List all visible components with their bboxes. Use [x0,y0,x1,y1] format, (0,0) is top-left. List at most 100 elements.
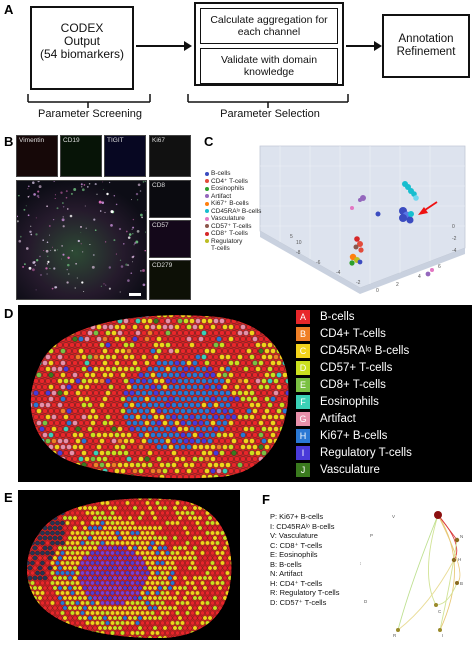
d-legend-label: Ki67+ B-cells [320,430,388,442]
panel-d-image: A B-cells B CD4+ T-cells C CD45RAˡᵒ B-cells… [18,305,472,482]
node-label-i: I [442,633,443,638]
svg-text:0: 0 [376,288,379,294]
umap-3d-plot: -8 -6 -4 -2 0 2 4 6 -4 -2 0 510 [259,145,466,294]
node-label-c: C [438,609,442,614]
d-legend-badge: D [296,361,310,375]
c-legend-label: CD45RAˡᵒ B-cells [211,207,262,215]
c-legend-label: CD8⁺ T-cells [211,230,248,237]
f-legend-item: H: CD4⁺ T-cells [270,578,323,588]
d-legend-item: G Artifact [296,410,356,428]
c-legend-label: Artifact [211,192,232,200]
d-legend-label: Vasculature [320,464,380,476]
svg-text:-8: -8 [296,250,301,256]
panel-a-label: A [4,2,14,17]
c-legend-label: B-cells [211,170,231,177]
c-legend-label: Eosinophils [211,185,245,192]
cd57-thumb: CD57 [149,220,191,258]
f-legend-item: I: CD45RAˡᵒ B-cells [270,521,335,531]
ki67-label: Ki67 [152,137,166,144]
legend-dot-icon [205,171,209,176]
c-legend-label: T-cells [211,245,230,252]
panel-c-label: C [204,134,214,149]
c-legend-label: Regulatory [211,237,243,245]
f-legend-item: N: Artifact [270,569,303,578]
node-label-h: H [458,557,461,562]
calculate-aggregation-box: Calculate aggregation for each channel [200,8,338,44]
tigit-thumb: TIGIT [104,135,146,177]
f-legend-item: C: CD8⁺ T-cells [270,540,323,550]
caption-parameter-selection: Parameter Selection [220,108,320,120]
multiplex-overlay-image [16,180,147,300]
node-v [434,511,442,519]
vimentin-label: Vimentin [19,137,45,144]
c-legend-item: Vasculature [205,215,261,223]
legend-dot-icon [205,209,209,214]
d-legend-item: C CD45RAˡᵒ B-cells [296,342,409,360]
panel-c-legend: B-cells CD4⁺ T-cells Eosinophils Artifac… [205,170,261,253]
cd57-label: CD57 [152,222,169,229]
d-legend-label: CD8+ T-cells [320,379,386,391]
node-label-n: N [460,534,463,539]
node-r [396,628,400,632]
overlay-texture [17,181,146,299]
svg-text:2: 2 [396,282,399,288]
d-legend-badge: B [296,327,310,341]
node-label-b: B [460,581,463,586]
d-legend-item: I Regulatory T-cells [296,444,412,462]
c-legend-item: CD4⁺ T-cells [205,178,261,186]
c-legend-item: B-cells [205,170,261,178]
f-legend-item: R: Regulatory T-cells [270,588,340,597]
legend-dot-icon [205,201,209,206]
d-legend-badge: H [296,429,310,443]
d-legend-badge: E [296,378,310,392]
svg-text:-6: -6 [316,260,321,266]
d-legend-item: D CD57+ T-cells [296,359,392,377]
svg-text:5: 5 [290,234,293,240]
tigit-label: TIGIT [107,137,124,144]
codex-line-3: (54 biomarkers) [39,47,125,61]
node-label-v: V [392,514,395,519]
node-h [451,557,457,563]
svg-text:10: 10 [296,240,302,246]
panel-b-label: B [4,134,14,149]
panel-d-legend: A B-cells B CD4+ T-cells C CD45RAˡᵒ B-cells… [296,308,466,478]
panel-f-label: F [262,492,270,507]
cd19-thumb: CD19 [60,135,102,177]
c-legend-item: Ki67⁺ B-cells [205,200,261,208]
legend-dot-icon [205,216,209,221]
c-legend-item: Eosinophils [205,185,261,193]
d-legend-label: Regulatory T-cells [320,447,412,459]
node-label-p: P [370,533,373,538]
d-legend-label: CD4+ T-cells [320,328,386,340]
f-legend-item: E: Eosinophils [270,550,318,559]
d-legend-label: CD57+ T-cells [320,362,393,374]
c-legend-item: CD8⁺ T-cells [205,230,261,238]
legend-dot-icon [205,179,209,184]
d-legend-badge: F [296,395,310,409]
cd8-label: CD8 [152,182,166,189]
bracket-lines [27,94,349,108]
node-n [454,537,460,543]
d-legend-item: B CD4+ T-cells [296,325,386,343]
legend-dot-icon [205,194,209,199]
node-c [434,603,438,607]
parameter-selection-box: Calculate aggregation for each channel V… [194,2,344,86]
c-legend-item: CD45RAˡᵒ B-cells [205,208,261,216]
c-legend-label: Ki67⁺ B-cells [211,200,249,207]
legend-dot-icon [205,239,209,244]
c-legend-label: Vasculature [211,215,245,222]
legend-dot-icon [205,224,209,229]
d-legend-label: CD45RAˡᵒ B-cells [320,345,410,357]
node-label-e: E [360,561,361,566]
vimentin-thumb: Vimentin [16,135,58,177]
d-legend-item: A B-cells [296,308,355,326]
d-legend-label: Eosinophils [320,396,379,408]
cd279-label: CD279 [152,262,173,269]
svg-text:-4: -4 [452,248,457,254]
cd279-thumb: CD279 [149,260,191,300]
d-legend-item: F Eosinophils [296,393,379,411]
c-legend-item: Regulatory [205,238,261,246]
cd19-label: CD19 [63,137,80,144]
legend-dot-icon [205,231,209,236]
panel-e-label: E [4,490,13,505]
